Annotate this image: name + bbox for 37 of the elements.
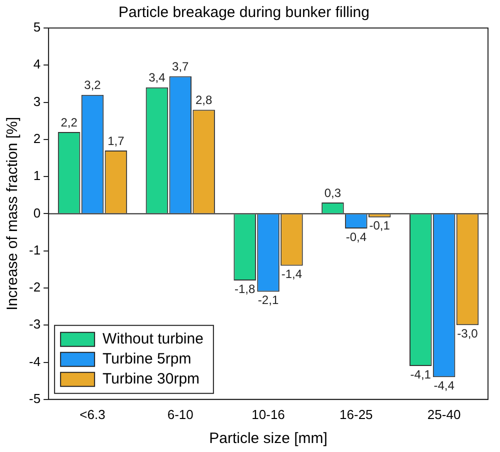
- y-tick-label: -3: [28, 316, 41, 332]
- x-axis-title: Particle size [mm]: [209, 430, 328, 448]
- y-tick-label: -1: [28, 242, 41, 258]
- y-tick-label: 4: [33, 56, 41, 72]
- data-label: -4,1: [410, 367, 432, 382]
- x-tick-label: 25-40: [427, 406, 461, 422]
- data-label: 3,2: [84, 78, 102, 92]
- y-tick-label: -2: [28, 280, 41, 295]
- y-tick-label: -4: [28, 354, 41, 369]
- x-tick-label: 16-25: [340, 406, 373, 422]
- data-label: 0,3: [324, 186, 342, 200]
- data-label: -1,8: [234, 282, 256, 296]
- x-tick-label: 6-10: [167, 406, 194, 422]
- data-label: 2,2: [60, 115, 78, 130]
- data-label: 1,7: [108, 134, 125, 148]
- data-label: -1,4: [281, 267, 302, 282]
- legend-label: Turbine 5rpm: [102, 350, 192, 368]
- legend-label: Turbine 30rpm: [102, 370, 200, 388]
- data-label: -4,4: [434, 378, 455, 392]
- y-axis-title: Increase of mass fraction [%]: [4, 116, 22, 310]
- data-label: -3,0: [457, 326, 478, 340]
- x-tick-label: <6.3: [80, 406, 106, 422]
- y-tick-label: 5: [33, 20, 41, 35]
- y-tick-label: -5: [28, 390, 41, 406]
- y-tick-label: 3: [33, 94, 41, 109]
- data-label: 3,7: [172, 60, 190, 74]
- x-tick-label: 10-16: [252, 406, 285, 422]
- data-label: -0,1: [369, 218, 390, 233]
- y-tick-label: 1: [33, 168, 41, 184]
- data-label: 2,8: [195, 93, 212, 108]
- data-label: 3,4: [148, 70, 166, 85]
- legend-label: Without turbine: [102, 330, 204, 348]
- y-tick-label: 2: [33, 131, 41, 146]
- y-tick-label: 0: [33, 205, 41, 220]
- data-label: -0,4: [346, 230, 367, 244]
- data-label: -2,1: [258, 293, 279, 308]
- chart-title: Particle breakage during bunker filling: [118, 4, 370, 22]
